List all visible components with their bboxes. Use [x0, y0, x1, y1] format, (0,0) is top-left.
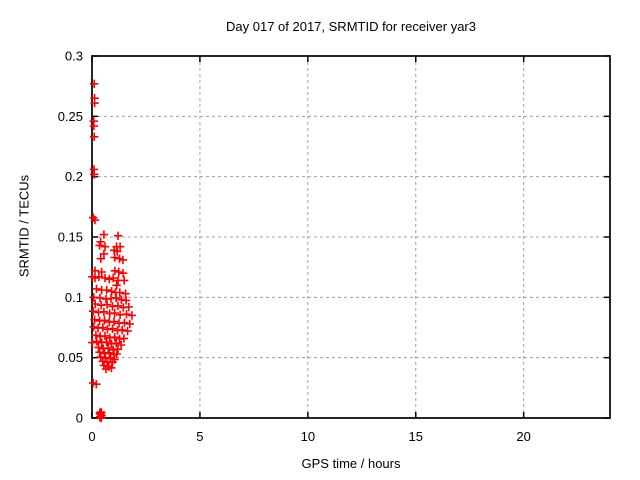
svg-text:0: 0	[88, 429, 95, 444]
x-tick-labels: 0 5 10 15 20	[88, 429, 531, 444]
svg-text:0: 0	[76, 411, 83, 426]
svg-text:5: 5	[196, 429, 203, 444]
grid-lines	[91, 55, 610, 419]
svg-text:0.1: 0.1	[65, 290, 83, 305]
chart-title: Day 017 of 2017, SRMTID for receiver yar…	[226, 19, 476, 34]
svg-text:15: 15	[409, 429, 423, 444]
svg-text:0.3: 0.3	[65, 49, 83, 64]
svg-text:10: 10	[301, 429, 315, 444]
y-tick-labels: 0 0.05 0.1 0.15 0.2 0.25 0.3	[58, 49, 83, 426]
svg-text:0.25: 0.25	[58, 109, 83, 124]
svg-text:0.15: 0.15	[58, 230, 83, 245]
svg-text:0.05: 0.05	[58, 350, 83, 365]
data-points-srmtid	[88, 79, 137, 423]
svg-text:0.2: 0.2	[65, 169, 83, 184]
svg-text:20: 20	[516, 429, 530, 444]
x-axis-label: GPS time / hours	[301, 456, 401, 471]
plot-border	[91, 55, 611, 419]
